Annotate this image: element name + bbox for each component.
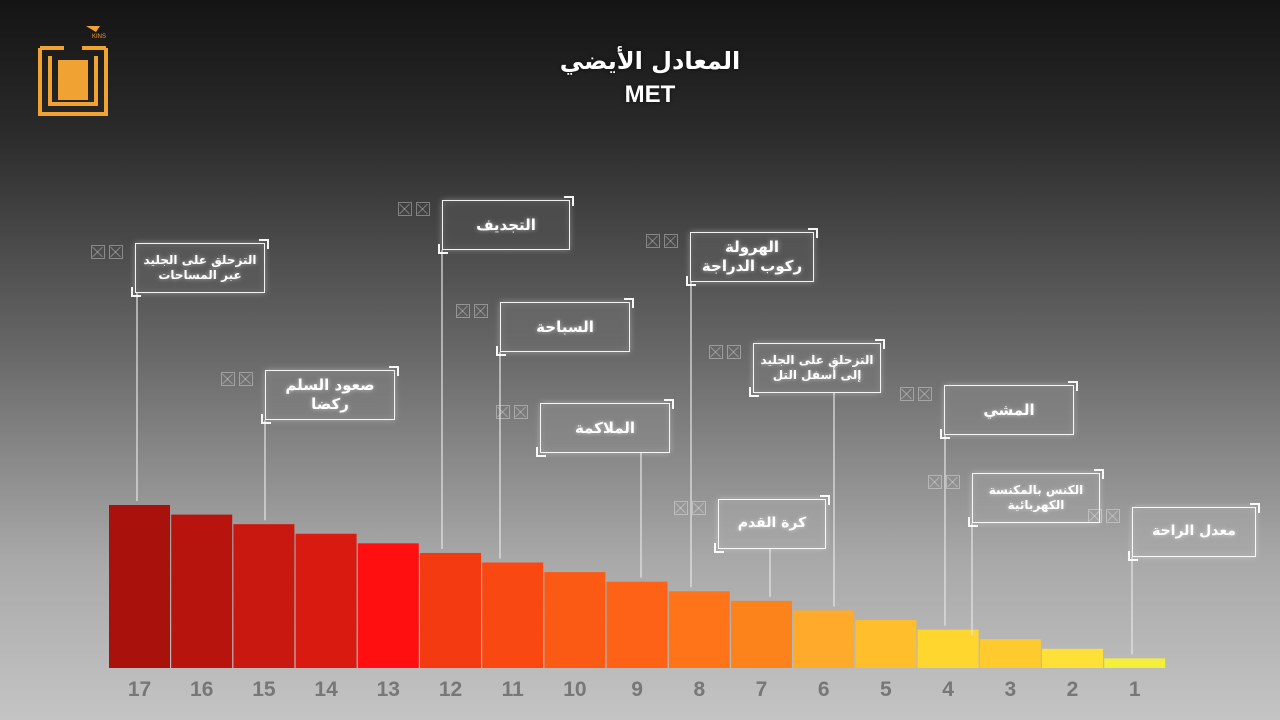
activity-label-line: عبر المساحات <box>158 268 242 282</box>
activity-label-line: كرة القدم <box>737 515 807 532</box>
x-tick-11: 11 <box>502 678 525 701</box>
activity-label-line: الهرولة <box>724 238 780 257</box>
decorative-x-marks <box>456 304 488 318</box>
x-tick-7: 7 <box>756 678 768 701</box>
activity-label-3: الكنس بالمكنسة الكهربائية <box>968 469 1104 527</box>
activity-label-line: التزحلق على الجليد <box>760 353 874 367</box>
activity-label-line: إلى أسفل التل <box>772 368 862 382</box>
activity-label-15: صعود السلم ركضا <box>261 366 399 424</box>
bar-6 <box>793 610 855 668</box>
activity-label-4: المشي <box>940 381 1078 439</box>
activity-label-line: معدل الراحة <box>1152 523 1236 540</box>
decorative-x-marks <box>221 372 253 386</box>
x-tick-3: 3 <box>1004 678 1016 701</box>
x-tick-5: 5 <box>880 678 892 701</box>
x-tick-9: 9 <box>631 678 643 701</box>
bar-7 <box>731 600 792 668</box>
bar-12 <box>420 552 481 668</box>
bar-4 <box>917 629 979 668</box>
decorative-x-marks <box>709 345 741 359</box>
bar-17 <box>109 505 170 668</box>
decorative-x-marks <box>674 501 706 515</box>
activity-label-line: ركضا <box>311 395 349 413</box>
activity-label-11: السباحة <box>496 298 634 356</box>
decorative-x-marks <box>928 475 960 489</box>
activity-label-line: السباحة <box>536 317 594 336</box>
activity-label-line: ركوب الدراجة <box>701 257 803 275</box>
bar-13 <box>357 543 419 668</box>
x-tick-14: 14 <box>314 678 338 701</box>
bar-5 <box>855 620 917 668</box>
activity-label-line: المشي <box>983 400 1035 419</box>
activity-label-12: التجديف <box>438 196 574 254</box>
decorative-x-marks <box>496 405 528 419</box>
bar-9 <box>606 581 668 668</box>
bar-16 <box>171 514 233 668</box>
x-tick-4: 4 <box>942 678 954 701</box>
x-tick-16: 16 <box>190 678 213 701</box>
x-tick-1: 1 <box>1129 678 1141 701</box>
decorative-x-marks <box>1088 509 1120 523</box>
x-tick-15: 15 <box>252 678 276 701</box>
activity-label-9: الملاكمة <box>536 399 674 457</box>
bar-10 <box>544 572 606 668</box>
activity-label-line: التزحلق على الجليد <box>143 253 257 267</box>
activity-label-line: صعود السلم <box>285 376 375 395</box>
chart-subtitle: MET <box>624 81 676 108</box>
activity-label-8: الهرولة ركوب الدراجة <box>686 228 818 286</box>
activity-label-17: التزحلق على الجليد عبر المساحات <box>131 239 269 297</box>
activity-label-line: الكهربائية <box>1007 498 1065 512</box>
bar-2 <box>1042 648 1103 668</box>
activity-label-line: التجديف <box>476 215 536 234</box>
brand-logo: KINS <box>38 26 108 116</box>
x-tick-17: 17 <box>128 678 151 701</box>
x-tick-12: 12 <box>439 678 462 701</box>
chart-heading: المعادل الأيضي MET <box>450 44 850 112</box>
x-tick-2: 2 <box>1067 678 1079 701</box>
decorative-x-marks <box>646 234 678 248</box>
x-tick-6: 6 <box>818 678 830 701</box>
x-tick-8: 8 <box>693 678 705 701</box>
bar-11 <box>482 562 544 668</box>
bar-14 <box>295 533 357 668</box>
bar-1 <box>1104 658 1166 668</box>
bar-8 <box>668 591 730 668</box>
decorative-x-marks <box>900 387 932 401</box>
activity-label-line: الملاكمة <box>574 418 636 437</box>
bar-15 <box>233 524 295 668</box>
activity-label-6: التزحلق على الجليد إلى أسفل التل <box>749 339 885 397</box>
decorative-x-marks <box>91 245 123 259</box>
activity-label-7: كرة القدم <box>714 495 830 553</box>
activity-label-line: الكنس بالمكنسة <box>988 483 1084 497</box>
decorative-x-marks <box>398 202 430 216</box>
x-tick-10: 10 <box>563 678 586 701</box>
activity-label-1: معدل الراحة <box>1128 503 1260 561</box>
chart-title: المعادل الأيضي <box>559 47 741 75</box>
bar-3 <box>979 639 1041 668</box>
logo-text: KINS <box>92 34 106 40</box>
x-tick-13: 13 <box>377 678 400 701</box>
